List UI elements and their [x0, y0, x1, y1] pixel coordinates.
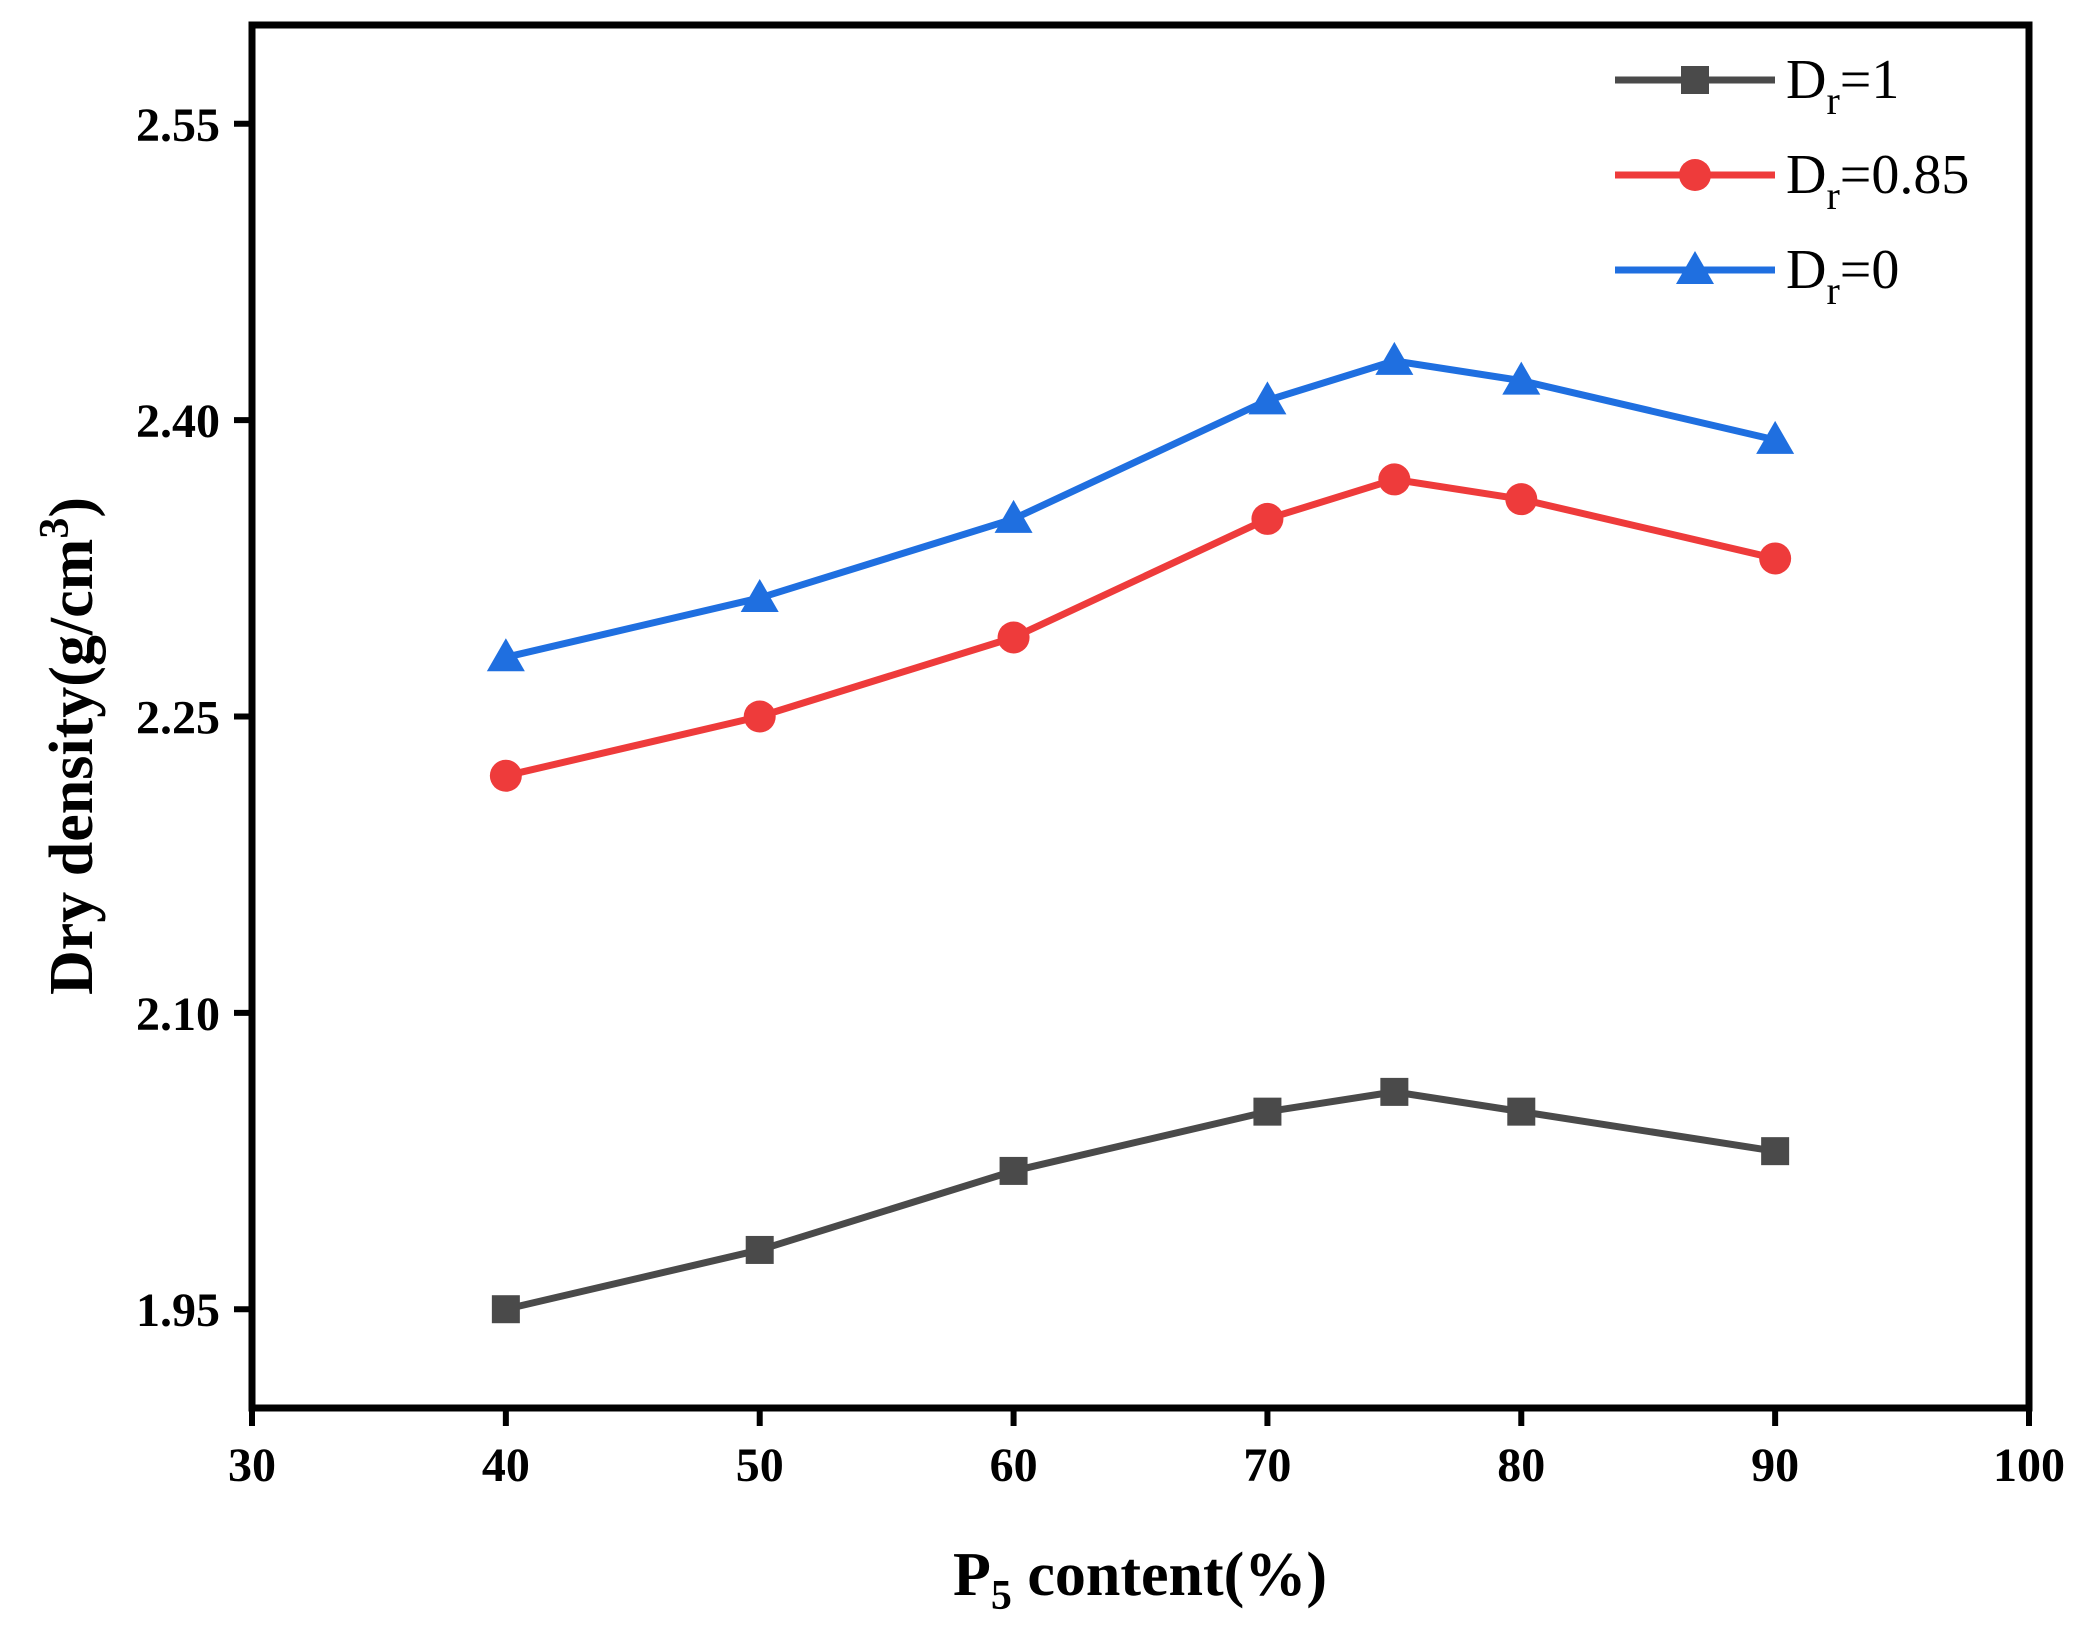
y-tick-label: 2.40 [136, 395, 220, 448]
data-point [489, 759, 522, 792]
x-axis-title-prefix: P [953, 1541, 991, 1609]
y-tick-label: 2.10 [136, 988, 220, 1041]
x-tick-label: 100 [1993, 1439, 2065, 1492]
series-2 [486, 341, 1795, 672]
data-point [1507, 1097, 1536, 1126]
series-layer [486, 341, 1795, 1324]
data-point [999, 1156, 1028, 1185]
data-point [486, 638, 525, 672]
data-point [1380, 1077, 1409, 1106]
series-1 [489, 463, 1792, 792]
x-tick-label: 30 [228, 1439, 276, 1492]
legend-marker [1679, 159, 1711, 191]
data-point [1253, 1097, 1282, 1126]
x-tick-label: 60 [990, 1439, 1038, 1492]
legend-entry: Dr=0 [1615, 239, 1899, 313]
y-axis-title-main: Dry density(g/cm [38, 539, 106, 995]
legend-label-value: =0.85 [1840, 144, 1970, 206]
legend-label-subscript: r [1826, 78, 1839, 123]
data-point [1505, 483, 1538, 516]
x-tick-label: 80 [1497, 1439, 1545, 1492]
data-point [1761, 1137, 1790, 1166]
legend-label: Dr=0.85 [1786, 144, 1969, 218]
legend-marker [1681, 66, 1709, 94]
legend-label-main: D [1786, 239, 1826, 301]
legend-marker [1676, 251, 1714, 284]
x-tick-label: 50 [736, 1439, 784, 1492]
x-axis: 30 40 50 60 70 80 90 100 [228, 1408, 2065, 1492]
x-axis-title-subscript: 5 [991, 1573, 1012, 1619]
x-tick-label: 90 [1751, 1439, 1799, 1492]
data-point [1248, 381, 1287, 415]
data-point [1375, 341, 1414, 375]
legend-entry: Dr=0.85 [1615, 144, 1969, 218]
data-point [1759, 542, 1792, 575]
x-tick-label: 70 [1243, 1439, 1291, 1492]
data-point [994, 499, 1033, 533]
data-point [997, 621, 1030, 654]
x-axis-title-suffix: content(%) [1012, 1541, 1327, 1609]
data-point [1502, 361, 1541, 395]
y-tick-label: 1.95 [136, 1284, 220, 1337]
series-0 [491, 1077, 1790, 1324]
y-axis: 1.95 2.10 2.25 2.40 2.55 [136, 99, 252, 1337]
data-point [491, 1295, 520, 1324]
legend-label: Dr=0 [1786, 239, 1899, 313]
legend-entry: Dr=1 [1615, 49, 1899, 123]
data-point [745, 1235, 774, 1264]
y-axis-title: Dry density(g/cm3) [32, 497, 106, 995]
data-point [1756, 420, 1795, 454]
y-tick-label: 2.55 [136, 99, 220, 152]
data-point [743, 700, 776, 733]
legend-label: Dr=1 [1786, 49, 1899, 123]
y-tick-label: 2.25 [136, 692, 220, 745]
data-point [740, 578, 779, 612]
data-point [1378, 463, 1411, 496]
x-tick-label: 40 [482, 1439, 530, 1492]
legend-label-main: D [1786, 144, 1826, 206]
legend-label-value: =1 [1840, 49, 1900, 111]
x-axis-title: P5 content(%) [953, 1541, 1327, 1619]
legend-label-subscript: r [1826, 173, 1839, 218]
legend-label-main: D [1786, 49, 1826, 111]
legend-label-value: =0 [1840, 239, 1900, 301]
legend-label-subscript: r [1826, 268, 1839, 313]
y-axis-title-close: ) [38, 497, 106, 518]
y-axis-title-superscript: 3 [32, 518, 78, 539]
data-point [1251, 502, 1284, 535]
